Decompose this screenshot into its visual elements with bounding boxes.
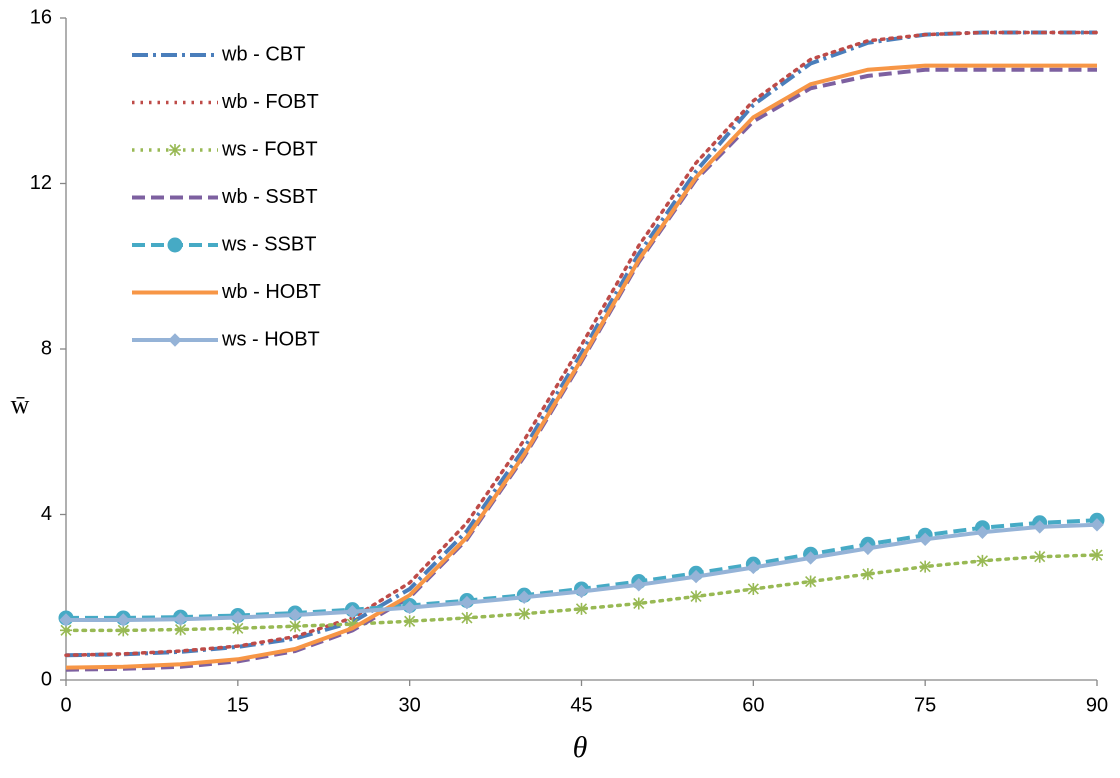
point-marker (1091, 549, 1103, 562)
x-tick-label: 15 (227, 694, 249, 716)
point-marker (976, 554, 989, 567)
legend-label: wb - CBT (221, 43, 305, 65)
point-marker (1090, 518, 1104, 532)
point-marker (804, 575, 817, 588)
point-marker (173, 612, 188, 626)
point-marker (168, 333, 182, 347)
point-marker (169, 144, 181, 156)
point-marker (231, 622, 244, 635)
point-marker (518, 607, 531, 620)
y-tick-label: 0 (41, 668, 52, 690)
legend-label: ws - SSBT (221, 233, 316, 255)
point-marker (460, 595, 474, 610)
x-tick-label: 90 (1086, 694, 1108, 716)
point-marker (174, 623, 187, 636)
point-marker (689, 569, 703, 584)
point-marker (575, 602, 588, 615)
point-marker (632, 597, 645, 610)
point-marker (919, 560, 932, 573)
legend-label: wb - HOBT (221, 281, 321, 303)
point-marker (517, 590, 531, 604)
y-tick-label: 16 (30, 6, 52, 28)
point-marker (117, 624, 130, 637)
point-marker (288, 608, 302, 622)
series-line (65, 63, 1097, 670)
point-marker (918, 532, 932, 547)
point-marker (1033, 550, 1046, 563)
x-tick-label: 30 (399, 694, 421, 716)
x-tick-label: 45 (570, 694, 592, 716)
point-marker (861, 541, 875, 556)
point-marker (861, 568, 874, 581)
point-marker (402, 600, 417, 615)
y-tick-label: 4 (41, 503, 52, 525)
point-marker (690, 590, 703, 603)
point-marker (345, 605, 360, 619)
point-marker (632, 578, 646, 592)
x-tick-label: 75 (914, 694, 936, 716)
point-marker (746, 560, 761, 575)
x-tick-label: 0 (60, 694, 71, 716)
series-line (64, 30, 1099, 657)
legend-label: wb - SSBT (221, 186, 318, 208)
legend-label: ws - FOBT (221, 138, 318, 160)
point-marker (1033, 520, 1047, 534)
point-marker (975, 525, 990, 539)
legend-label: ws - HOBT (221, 328, 320, 350)
point-marker (803, 551, 818, 565)
x-axis-label: θ (573, 731, 588, 764)
x-tick-label: 60 (742, 694, 764, 716)
point-marker (403, 615, 416, 628)
series-line (65, 67, 1097, 672)
legend-label: wb - FOBT (221, 91, 319, 113)
y-axis-label: w̄ (11, 390, 30, 419)
point-marker (231, 610, 245, 625)
y-tick-label: 8 (41, 337, 52, 359)
point-marker (60, 624, 72, 637)
point-marker (289, 620, 302, 633)
point-marker (747, 582, 760, 595)
y-tick-label: 12 (30, 172, 52, 194)
point-marker (116, 613, 130, 627)
point-marker (167, 237, 183, 253)
point-marker (574, 584, 589, 599)
point-marker (59, 613, 73, 627)
point-marker (460, 611, 473, 624)
point-marker (346, 618, 359, 631)
